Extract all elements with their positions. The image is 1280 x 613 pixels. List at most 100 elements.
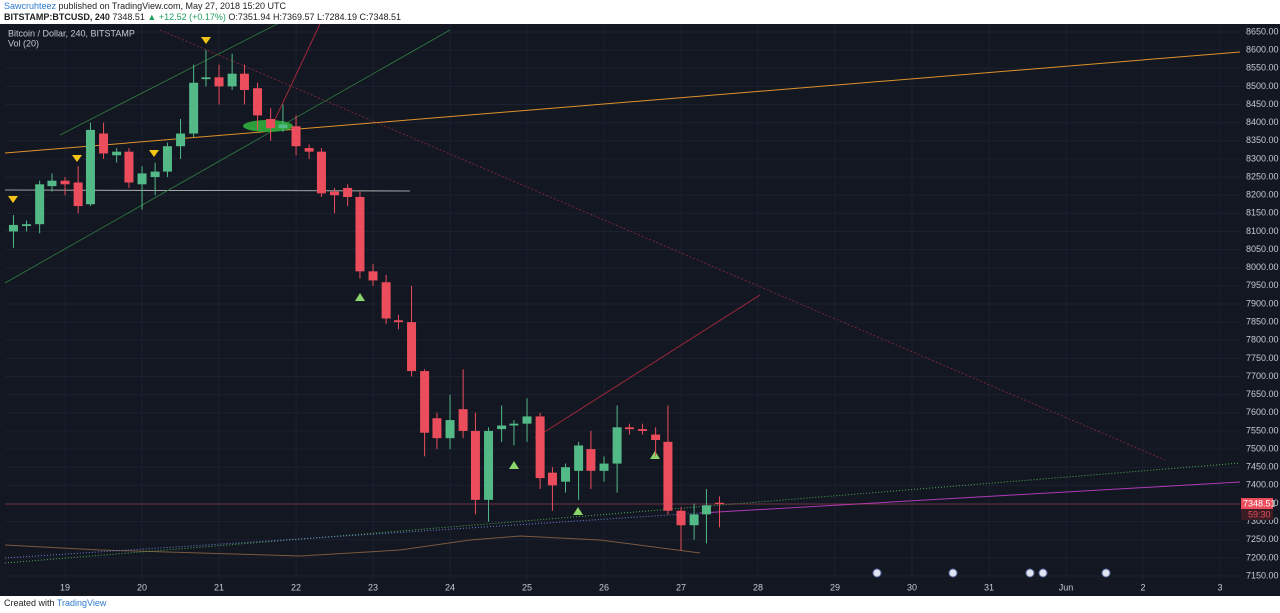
x-tick-label: 27 xyxy=(676,582,686,592)
x-tick-label: 23 xyxy=(368,582,378,592)
countdown-label: 59:30 xyxy=(1248,509,1271,519)
candle-body xyxy=(497,425,507,430)
candle-body xyxy=(509,423,519,426)
candle-body xyxy=(407,322,417,372)
y-tick-label: 7150.00 xyxy=(1246,570,1279,580)
y-tick-label: 7950.00 xyxy=(1246,280,1279,290)
candle-body xyxy=(60,180,70,185)
y-tick-label: 8050.00 xyxy=(1246,244,1279,254)
candle-body xyxy=(137,173,147,185)
y-tick-label: 8500.00 xyxy=(1246,81,1279,91)
candle-body xyxy=(8,224,18,232)
footer: Created with TradingView xyxy=(4,598,106,608)
published: published on TradingView.com, May 27, 20… xyxy=(58,1,287,11)
candle-body xyxy=(368,271,378,281)
candle-body xyxy=(586,449,596,471)
x-tick-label: 24 xyxy=(445,582,455,592)
x-tick-label: Jun xyxy=(1059,582,1074,592)
y-tick-label: 7850.00 xyxy=(1246,317,1279,327)
countdown-box xyxy=(1241,509,1273,521)
y-tick-label: 7800.00 xyxy=(1246,335,1279,345)
x-tick-label: 30 xyxy=(907,582,917,592)
brand[interactable]: TradingView xyxy=(56,598,107,608)
candle-body xyxy=(343,187,353,198)
candle-body xyxy=(458,409,468,431)
candle-body xyxy=(381,282,391,319)
candle-body xyxy=(278,124,288,129)
x-tick-label: 3 xyxy=(1217,582,1222,592)
change: ▲ +12.52 (+0.17%) xyxy=(147,12,226,22)
candle-body xyxy=(239,73,249,91)
candle-body xyxy=(162,146,172,172)
x-tick-label: 20 xyxy=(137,582,147,592)
author[interactable]: Sawcruhteez xyxy=(4,1,57,11)
candle-body xyxy=(445,420,455,439)
y-tick-label: 8400.00 xyxy=(1246,117,1279,127)
candle-body xyxy=(470,430,480,500)
candle-body xyxy=(99,133,109,154)
volume-label: Vol (20) xyxy=(8,38,39,48)
y-tick-label: 7650.00 xyxy=(1246,389,1279,399)
y-tick-label: 8000.00 xyxy=(1246,262,1279,272)
x-tick-label: 19 xyxy=(60,582,70,592)
candle-body xyxy=(35,184,45,225)
candle-body xyxy=(304,148,314,152)
y-tick-label: 8150.00 xyxy=(1246,208,1279,218)
candle-body xyxy=(547,472,557,486)
candle-body xyxy=(124,151,134,183)
y-tick-label: 8100.00 xyxy=(1246,226,1279,236)
chart-title: Bitcoin / Dollar, 240, BITSTAMP xyxy=(8,28,135,38)
y-tick-label: 8200.00 xyxy=(1246,190,1279,200)
symbol: BITSTAMP:BTCUSD, 240 xyxy=(4,12,110,22)
y-tick-label: 8550.00 xyxy=(1246,63,1279,73)
candle-body xyxy=(574,445,584,471)
candle-body xyxy=(484,430,494,500)
y-tick-label: 7400.00 xyxy=(1246,480,1279,490)
last: 7348.51 xyxy=(112,12,145,22)
candle-body xyxy=(651,434,661,441)
y-tick-label: 8300.00 xyxy=(1246,153,1279,163)
x-tick-label: 29 xyxy=(830,582,840,592)
x-tick-label: 21 xyxy=(214,582,224,592)
candle-body xyxy=(73,182,83,207)
candle-body xyxy=(393,320,403,323)
y-tick-label: 7200.00 xyxy=(1246,552,1279,562)
x-tick-label: 28 xyxy=(753,582,763,592)
y-tick-label: 8600.00 xyxy=(1246,44,1279,54)
y-tick-label: 7900.00 xyxy=(1246,298,1279,308)
candle-body xyxy=(201,77,211,80)
candle-body xyxy=(355,197,365,272)
candle-body xyxy=(316,151,326,194)
candle-body xyxy=(612,427,622,464)
y-tick-label: 7300.00 xyxy=(1246,516,1279,526)
candle-body xyxy=(227,73,237,87)
y-tick-label: 8250.00 xyxy=(1246,171,1279,181)
candle-body xyxy=(214,77,224,87)
candle-body xyxy=(522,416,532,424)
y-tick-label: 7600.00 xyxy=(1246,407,1279,417)
candle-body xyxy=(432,418,442,439)
y-tick-label: 7250.00 xyxy=(1246,534,1279,544)
created: Created with xyxy=(4,598,55,608)
y-tick-label: 7550.00 xyxy=(1246,425,1279,435)
y-tick-label: 8650.00 xyxy=(1246,26,1279,36)
candle-body xyxy=(535,416,545,479)
drawings xyxy=(4,24,1240,578)
x-tick-label: 31 xyxy=(984,582,994,592)
x-tick-label: 25 xyxy=(522,582,532,592)
candle-body xyxy=(663,441,673,511)
candle-body xyxy=(599,463,609,471)
candle-body xyxy=(266,119,276,129)
y-tick-label: 7750.00 xyxy=(1246,353,1279,363)
candle-body xyxy=(253,88,263,116)
candle-body xyxy=(701,505,711,515)
header: Sawcruhteez published on TradingView.com… xyxy=(0,0,1280,24)
candle-body xyxy=(176,133,186,147)
last-price-box xyxy=(1241,498,1273,510)
candle-body xyxy=(22,224,32,227)
candle-body xyxy=(676,510,686,526)
candle-body xyxy=(624,427,634,430)
candle-body xyxy=(291,126,301,147)
